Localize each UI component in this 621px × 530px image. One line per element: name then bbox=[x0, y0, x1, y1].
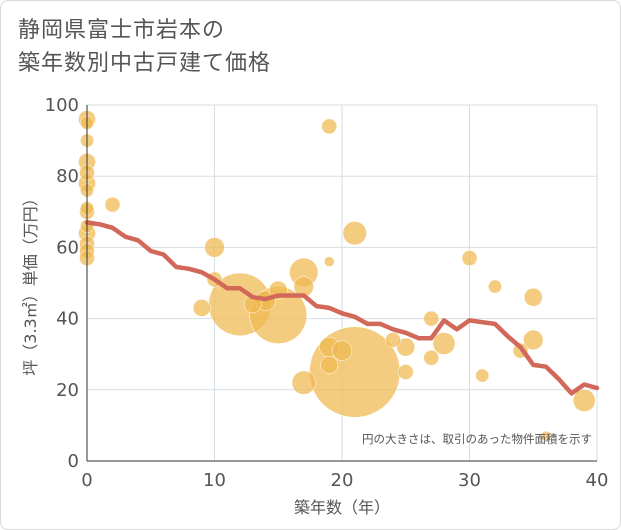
data-bubble bbox=[523, 287, 543, 307]
bubbles bbox=[78, 110, 596, 442]
grid bbox=[87, 104, 598, 461]
data-bubble bbox=[540, 430, 552, 442]
x-tick-label: 20 bbox=[331, 470, 354, 491]
y-tick-label: 100 bbox=[45, 95, 79, 116]
data-bubble bbox=[461, 250, 478, 266]
y-tick-label: 20 bbox=[56, 380, 79, 401]
data-bubble bbox=[572, 389, 596, 412]
y-axis-title: 坪（3.3㎡）単価（万円） bbox=[21, 190, 40, 375]
x-tick-label: 0 bbox=[81, 470, 92, 491]
trend-line-layer bbox=[84, 220, 600, 396]
data-bubble bbox=[324, 256, 335, 267]
x-tick-label: 30 bbox=[458, 470, 481, 491]
data-bubble bbox=[488, 279, 502, 294]
axes: 0 20 40 60 80 100 0 10 20 30 40 bbox=[45, 95, 609, 491]
data-bubble bbox=[397, 364, 414, 380]
data-bubble bbox=[204, 237, 225, 258]
data-bubble bbox=[396, 337, 416, 357]
chart-title: 静岡県富士市岩本の 築年数別中古戸建て価格 bbox=[18, 14, 271, 80]
data-bubble bbox=[432, 332, 456, 355]
chart-title-line2: 築年数別中古戸建て価格 bbox=[18, 51, 272, 76]
data-bubble bbox=[342, 221, 367, 246]
y-tick-label: 60 bbox=[56, 237, 79, 258]
data-bubble bbox=[523, 329, 544, 351]
data-bubble bbox=[475, 368, 490, 383]
size-note: 円の大きさは、取引のあった物件面積を示す bbox=[362, 432, 592, 446]
y-tick-label: 40 bbox=[56, 309, 79, 330]
x-tick-label: 40 bbox=[586, 470, 609, 491]
trend-line bbox=[84, 220, 600, 396]
data-bubble bbox=[331, 340, 353, 361]
chart-title-line1: 静岡県富士市岩本の bbox=[18, 18, 226, 43]
data-bubble bbox=[423, 349, 440, 366]
data-bubble bbox=[321, 118, 338, 135]
x-axis-title: 築年数（年） bbox=[294, 498, 390, 517]
data-bubble bbox=[291, 370, 316, 395]
y-tick-label: 80 bbox=[56, 166, 79, 187]
y-tick-label: 0 bbox=[68, 451, 79, 472]
data-bubble bbox=[104, 196, 121, 213]
data-bubble bbox=[423, 310, 440, 327]
data-bubble bbox=[192, 299, 211, 317]
data-bubble bbox=[320, 356, 339, 374]
data-bubble bbox=[385, 332, 401, 348]
x-tick-label: 10 bbox=[203, 470, 226, 491]
